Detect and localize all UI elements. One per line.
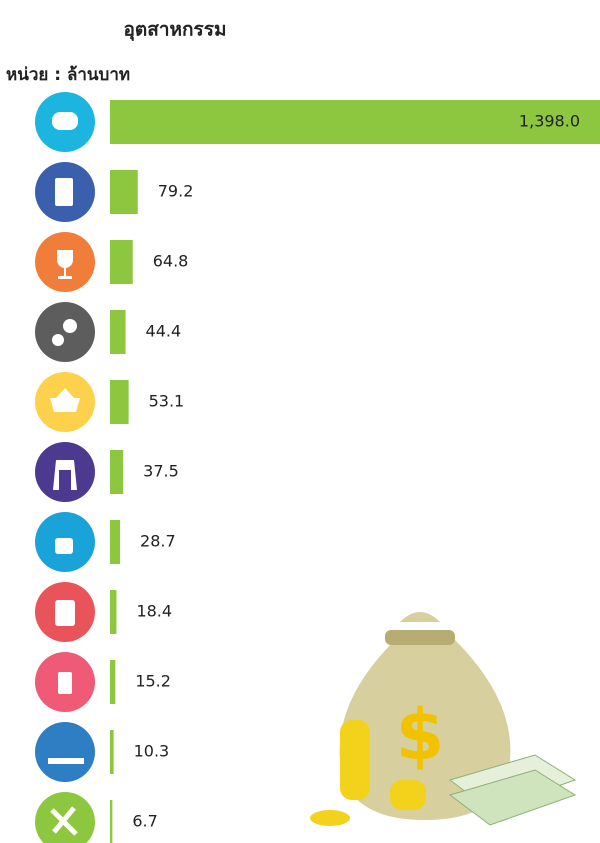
value-label: 44.4 — [146, 322, 182, 341]
bar — [110, 590, 116, 634]
value-label: 37.5 — [143, 462, 179, 481]
chart-title: อุตสาหกรรม — [124, 19, 227, 42]
icon — [35, 722, 95, 782]
value-label: 64.8 — [153, 252, 189, 271]
money-illustration: $ — [310, 612, 575, 826]
chart-subtitle: หน่วย : ล้านบาท — [6, 65, 130, 85]
bar — [110, 520, 120, 564]
bar — [110, 800, 112, 843]
value-label: 79.2 — [158, 182, 194, 201]
bar — [110, 450, 123, 494]
bar — [110, 380, 129, 424]
value-label: 10.3 — [134, 742, 170, 761]
bar — [110, 310, 126, 354]
value-label: 15.2 — [135, 672, 171, 691]
bar — [110, 170, 138, 214]
value-label: 18.4 — [136, 602, 172, 621]
value-label: 53.1 — [149, 392, 185, 411]
bar — [110, 660, 115, 704]
icons — [35, 92, 95, 843]
chart: อุตสาหกรรม หน่วย : ล้านบาท $ — [0, 0, 600, 843]
value-label: 1,398.0 — [519, 112, 580, 131]
bar — [110, 730, 114, 774]
icon — [35, 442, 95, 502]
bar — [110, 240, 133, 284]
icon — [35, 302, 95, 362]
value-label: 28.7 — [140, 532, 176, 551]
value-label: 6.7 — [132, 812, 157, 831]
dollar-sign: $ — [396, 694, 445, 776]
